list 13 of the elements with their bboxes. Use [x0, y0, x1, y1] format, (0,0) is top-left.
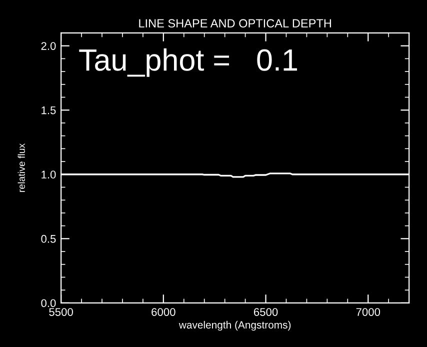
- x-tick-label: 6500: [254, 308, 278, 316]
- x-tick-label: 7000: [356, 308, 380, 316]
- y-tick-label: 0.0: [41, 299, 56, 308]
- y-tick-label: 1.0: [42, 170, 56, 179]
- x-tick-label: 6000: [152, 308, 176, 316]
- y-tick-label: 0.5: [41, 234, 56, 243]
- y-tick-label: 1.5: [42, 106, 56, 114]
- y-tick-label: 2.0: [41, 42, 56, 50]
- annotation: Tau_phot = 0.1: [79, 48, 297, 77]
- x-tick-label: 5500: [49, 308, 73, 316]
- y-axis-title: relative flux: [18, 143, 25, 192]
- chart-title: LINE SHAPE AND OPTICAL DEPTH: [139, 19, 331, 28]
- x-axis-title: wavelength (Angstroms): [178, 320, 291, 331]
